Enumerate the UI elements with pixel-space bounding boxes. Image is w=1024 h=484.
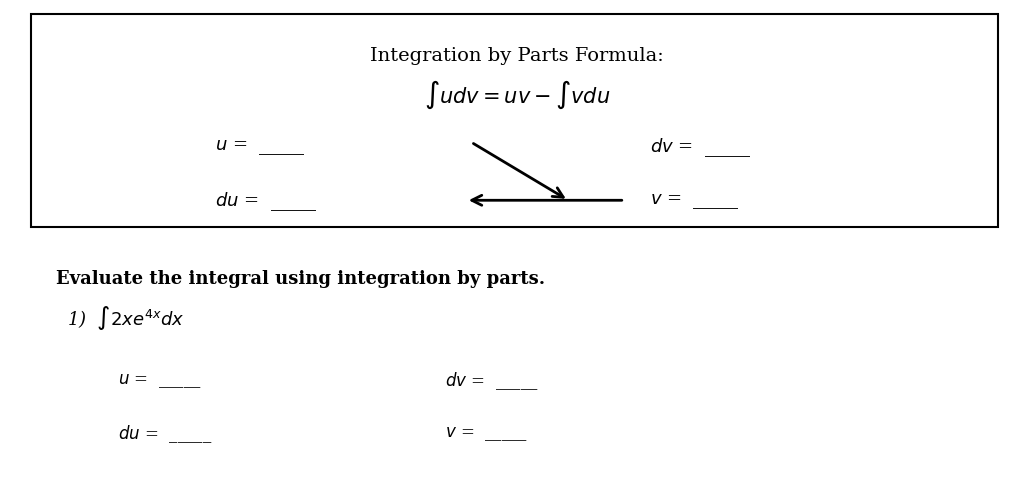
Text: $dv$ =  _____: $dv$ = _____ <box>650 136 752 159</box>
Text: $du$ =  _____: $du$ = _____ <box>118 423 212 444</box>
Text: $u$ =  _____: $u$ = _____ <box>215 138 306 157</box>
Text: Evaluate the integral using integration by parts.: Evaluate the integral using integration … <box>56 269 546 287</box>
Text: $u$ =  _____: $u$ = _____ <box>118 371 202 389</box>
Bar <box>31 15 998 227</box>
Text: Integration by Parts Formula:: Integration by Parts Formula: <box>371 46 664 65</box>
Text: $v$ =  _____: $v$ = _____ <box>650 192 740 210</box>
Text: $\int udv = uv - \int vdu$: $\int udv = uv - \int vdu$ <box>424 78 610 110</box>
Text: $dv$ =  _____: $dv$ = _____ <box>445 369 540 391</box>
Text: $v$ =  _____: $v$ = _____ <box>445 424 528 442</box>
Text: $du$ =  _____: $du$ = _____ <box>215 189 317 212</box>
Text: 1)  $\int 2xe^{4x}dx$: 1) $\int 2xe^{4x}dx$ <box>67 303 184 331</box>
